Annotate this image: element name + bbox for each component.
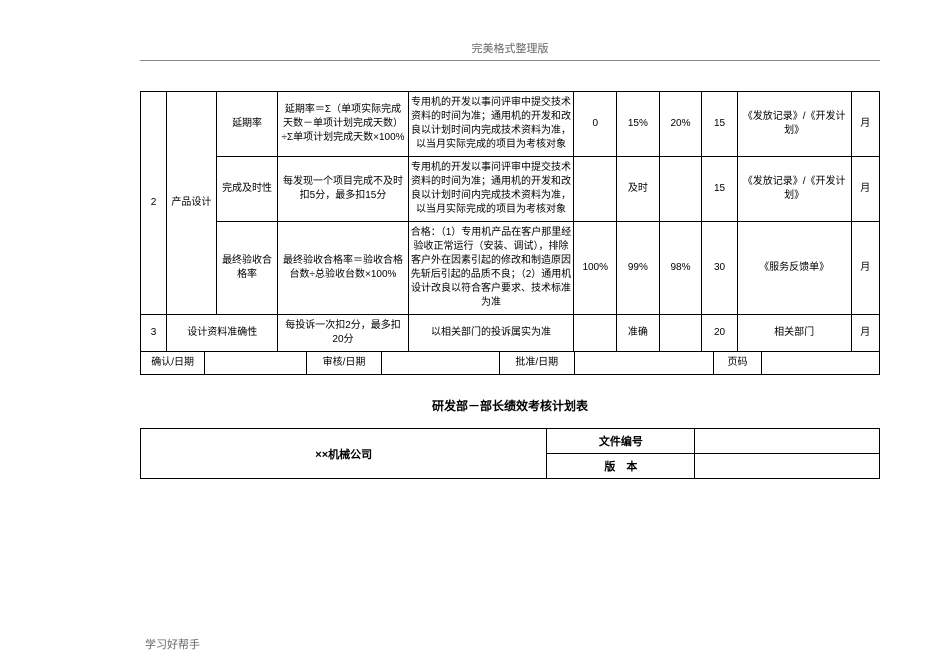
table-cell: 20%: [659, 92, 702, 157]
table-cell: 以相关部门的投诉属实为准: [408, 315, 574, 352]
header-divider: [140, 60, 880, 61]
version-value: [695, 454, 880, 479]
table-cell: 准确: [617, 315, 660, 352]
company-cell: ××机械公司: [141, 429, 547, 479]
table-cell: 合格：（1）专用机产品在客户那里经验收正常运行（安装、调试），排除客户外在因素引…: [408, 222, 574, 315]
section-title: 研发部－部长绩效考核计划表: [140, 397, 880, 414]
table-cell: 100%: [574, 222, 617, 315]
table-cell: 3: [141, 315, 167, 352]
table-cell: 30: [702, 222, 738, 315]
table-cell: 产品设计: [167, 92, 217, 315]
table-cell: [574, 315, 617, 352]
table-cell: 99%: [617, 222, 660, 315]
doc-info-table: ××机械公司 文件编号 版 本: [140, 428, 880, 479]
table-cell: 《服务反馈单》: [737, 222, 851, 315]
table-cell: 专用机的开发以事问评审中提交技术资料的时间为准；通用机的开发和改良以计划时间内完…: [408, 157, 574, 222]
table-cell: 延期率: [216, 92, 278, 157]
assessment-table: 2产品设计延期率延期率＝Σ（单项实际完成天数－单项计划完成天数）÷Σ单项计划完成…: [140, 91, 880, 352]
table-cell: 月: [851, 157, 880, 222]
table-cell: 每发现一个项目完成不及时扣5分，最多扣15分: [278, 157, 408, 222]
table-cell: 月: [851, 222, 880, 315]
table-cell: [659, 315, 702, 352]
table-cell: 98%: [659, 222, 702, 315]
table-cell: 最终验收合格率＝验收合格台数÷总验收台数×100%: [278, 222, 408, 315]
signature-cell: 确认/日期: [141, 352, 205, 375]
signature-cell: 页码: [713, 352, 761, 375]
signature-cell: 批准/日期: [499, 352, 574, 375]
table-cell: 2: [141, 92, 167, 315]
table-cell: 15%: [617, 92, 660, 157]
table-cell: [659, 157, 702, 222]
table-cell: 15: [702, 157, 738, 222]
signature-cell: 审核/日期: [306, 352, 381, 375]
table-cell: 相关部门: [737, 315, 851, 352]
table-cell: 完成及时性: [216, 157, 278, 222]
table-cell: 20: [702, 315, 738, 352]
table-cell: 月: [851, 92, 880, 157]
table-cell: 设计资料准确性: [167, 315, 278, 352]
table-cell: 0: [574, 92, 617, 157]
table-cell: 专用机的开发以事问评审中提交技术资料的时间为准；通用机的开发和改良以计划时间内完…: [408, 92, 574, 157]
page-header-title: 完美格式整理版: [140, 40, 880, 56]
table-cell: 及时: [617, 157, 660, 222]
page-footer-text: 学习好帮手: [145, 636, 200, 652]
table-cell: 月: [851, 315, 880, 352]
table-cell: 延期率＝Σ（单项实际完成天数－单项计划完成天数）÷Σ单项计划完成天数×100%: [278, 92, 408, 157]
signature-cell: [205, 352, 307, 375]
signature-cell: [762, 352, 880, 375]
table-cell: 15: [702, 92, 738, 157]
doc-no-label: 文件编号: [547, 429, 695, 454]
table-cell: 《发放记录》/《开发计划》: [737, 157, 851, 222]
version-label: 版 本: [547, 454, 695, 479]
signature-cell: [381, 352, 499, 375]
table-cell: 《发放记录》/《开发计划》: [737, 92, 851, 157]
signature-cell: [574, 352, 713, 375]
table-cell: 每投诉一次扣2分，最多扣20分: [278, 315, 408, 352]
doc-no-value: [695, 429, 880, 454]
table-cell: [574, 157, 617, 222]
table-cell: 最终验收合格率: [216, 222, 278, 315]
